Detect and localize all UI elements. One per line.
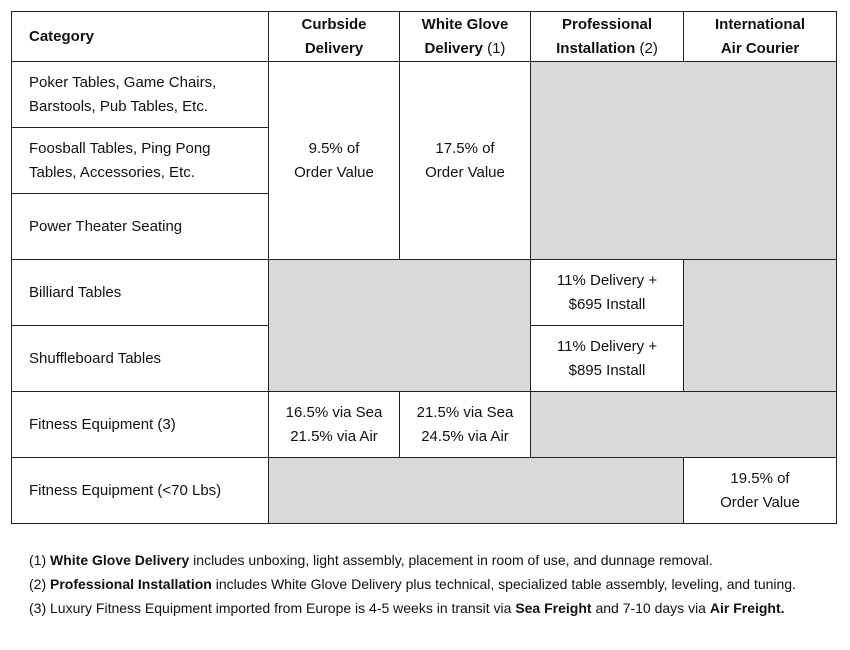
header-professional-installation: Professional Installation (2)	[530, 11, 684, 62]
row-label-fitness-equipment-light: Fitness Equipment (<70 Lbs)	[11, 457, 269, 524]
table-row: Shuffleboard Tables 11% Delivery + $895 …	[11, 325, 837, 392]
row-label-fitness-equipment: Fitness Equipment (3)	[11, 391, 269, 458]
cell-unavailable	[530, 391, 837, 458]
header-row: Category Curbside Delivery White Glove D…	[11, 11, 837, 62]
cell-billiard-installation: 11% Delivery + $695 Install	[530, 259, 684, 326]
cell-shuffleboard-installation: 11% Delivery + $895 Install	[530, 325, 684, 392]
header-category: Category	[11, 11, 269, 62]
table-row: Fitness Equipment (3) 16.5% via Sea 21.5…	[11, 391, 837, 458]
cell-unavailable	[268, 259, 531, 392]
table-row: Fitness Equipment (<70 Lbs) 19.5% of Ord…	[11, 457, 837, 524]
header-white-glove-delivery: White Glove Delivery (1)	[399, 11, 531, 62]
row-label-power-theater-seating: Power Theater Seating	[11, 193, 269, 260]
shipping-rates-table: Category Curbside Delivery White Glove D…	[11, 11, 837, 524]
row-label-foosball-tables: Foosball Tables, Ping Pong Tables, Acces…	[11, 127, 269, 194]
cell-unavailable	[268, 457, 684, 524]
footnote-3: (3) Luxury Fitness Equipment imported fr…	[29, 600, 785, 616]
table-row: Poker Tables, Game Chairs, Barstools, Pu…	[11, 61, 837, 260]
cell-fitness-curbside: 16.5% via Sea 21.5% via Air	[268, 391, 400, 458]
cell-group-curbside: 9.5% of Order Value	[268, 61, 400, 260]
table-row: Foosball Tables, Ping Pong Tables, Acces…	[11, 127, 837, 194]
cell-unavailable	[530, 61, 837, 260]
cell-group-white-glove: 17.5% of Order Value	[399, 61, 531, 260]
footnote-1: (1) White Glove Delivery includes unboxi…	[29, 552, 713, 568]
table-row: Billiard Tables 11% Delivery + $695 Inst…	[11, 259, 837, 392]
footnote-2: (2) Professional Installation includes W…	[29, 576, 796, 592]
row-label-billiard-tables: Billiard Tables	[11, 259, 269, 326]
footnotes: (1) White Glove Delivery includes unboxi…	[29, 548, 796, 620]
header-curbside-delivery: Curbside Delivery	[268, 11, 400, 62]
table-row: Power Theater Seating	[11, 193, 837, 260]
row-label-poker-tables: Poker Tables, Game Chairs, Barstools, Pu…	[11, 61, 269, 128]
row-label-shuffleboard-tables: Shuffleboard Tables	[11, 325, 269, 392]
header-international-air-courier: International Air Courier	[683, 11, 837, 62]
cell-fitness-light-air-courier: 19.5% of Order Value	[683, 457, 837, 524]
cell-unavailable	[683, 259, 837, 392]
cell-fitness-white-glove: 21.5% via Sea 24.5% via Air	[399, 391, 531, 458]
